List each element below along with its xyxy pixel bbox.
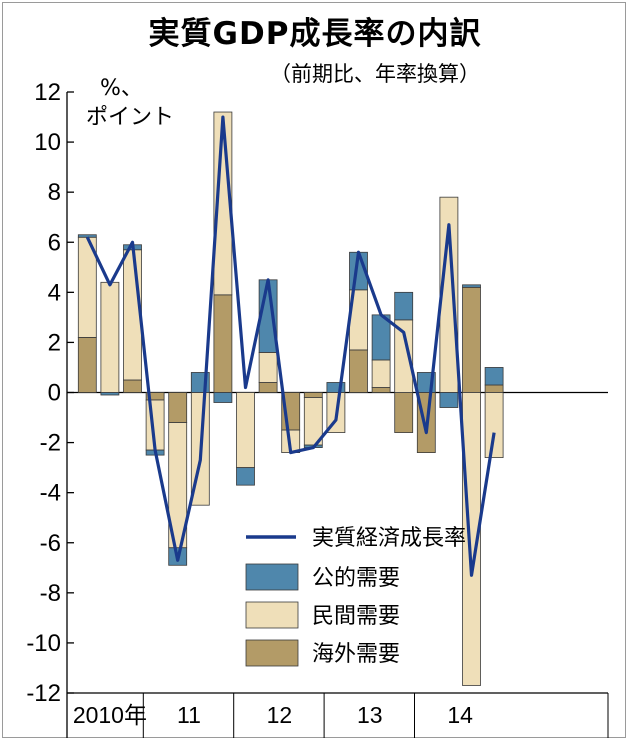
x-year-label: 13	[357, 702, 383, 728]
y-tick-label: 4	[48, 279, 61, 306]
bar-segment-private	[484, 392, 504, 459]
bar-segment-overseas	[303, 392, 323, 398]
x-year-label: 14	[447, 702, 473, 728]
bar-segment-private	[371, 359, 391, 388]
bar-segment-overseas	[462, 286, 481, 393]
legend-label-private: 民間需要	[312, 604, 400, 629]
y-tick-label: 6	[48, 229, 61, 256]
bar-segment-private	[100, 281, 120, 393]
y-tick-label: -6	[40, 530, 61, 557]
bar-segment-overseas	[168, 392, 188, 423]
bar-segment-public	[484, 367, 504, 386]
bar-segment-private	[258, 352, 278, 383]
y-tick-label: 2	[48, 329, 61, 356]
bar-segment-private	[236, 392, 255, 469]
bar-segment-public	[213, 392, 233, 403]
y-tick-label: 10	[34, 129, 61, 156]
bar-segment-public	[462, 284, 481, 288]
bar-segment-overseas	[349, 349, 368, 393]
bar-segment-overseas	[484, 384, 504, 393]
x-year-label: 12	[267, 702, 293, 728]
y-tick-label: -8	[40, 580, 61, 607]
y-tick-label: -12	[26, 680, 61, 707]
bar-segment-public	[439, 392, 459, 408]
bar-segment-overseas	[371, 387, 391, 393]
legend-swatch-public	[245, 563, 299, 591]
chart-subtitle: （前期比、年率換算）	[270, 62, 480, 86]
x-year-label: 2010年	[73, 702, 147, 728]
bar-segment-overseas	[77, 337, 97, 393]
bar-segment-public	[394, 291, 414, 321]
y-tick-label: 12	[34, 79, 61, 106]
bar-segment-public	[100, 392, 120, 396]
legend-label-public: 公的需要	[312, 566, 400, 591]
unit-label-line1: %、	[100, 76, 143, 101]
x-year-label: 11	[177, 702, 201, 728]
y-tick-label: 0	[48, 380, 61, 407]
growth-rate-line	[85, 115, 496, 577]
chart-title: 実質GDP成長率の内訳	[148, 16, 482, 52]
unit-label-line2: ポイント	[86, 105, 174, 130]
bar-segment-public	[236, 467, 255, 486]
y-tick-label: -2	[40, 430, 61, 457]
bar-segment-overseas	[258, 382, 278, 393]
bar-segment-overseas	[123, 379, 142, 393]
legend-label-growth: 実質経済成長率	[312, 526, 466, 551]
y-tick-label: 8	[48, 179, 61, 206]
legend-swatch-overseas	[245, 639, 299, 667]
legend-swatch-private	[245, 601, 299, 629]
y-tick-label: -4	[40, 480, 61, 507]
bar-segment-overseas	[394, 392, 414, 433]
bar-segment-overseas	[213, 294, 233, 393]
y-tick-label: -10	[26, 630, 61, 657]
legend-label-overseas: 海外需要	[312, 642, 400, 667]
bar-segment-public	[77, 234, 97, 238]
bar-segment-private	[462, 392, 481, 686]
bar-segment-public	[326, 382, 346, 393]
